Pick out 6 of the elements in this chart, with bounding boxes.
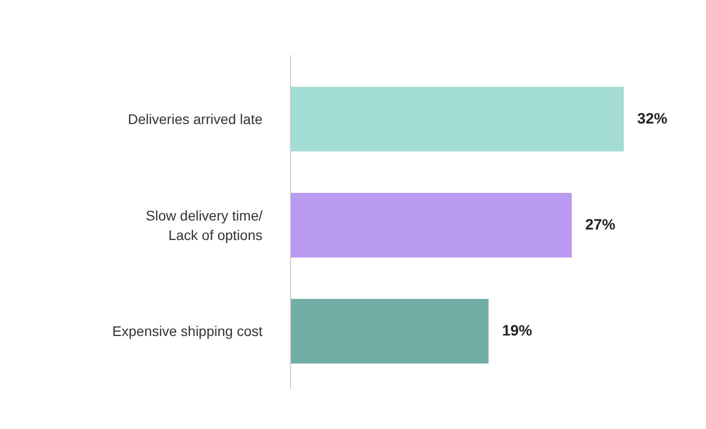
data-label: 27% xyxy=(585,216,616,234)
data-label: 19% xyxy=(502,322,532,340)
y-tick-label: Expensive shipping cost xyxy=(112,323,263,340)
y-tick-label: Deliveries arrived late xyxy=(128,111,263,128)
data-label: 32% xyxy=(637,110,668,128)
y-tick-label: Slow delivery time/ Lack of options xyxy=(146,208,263,243)
